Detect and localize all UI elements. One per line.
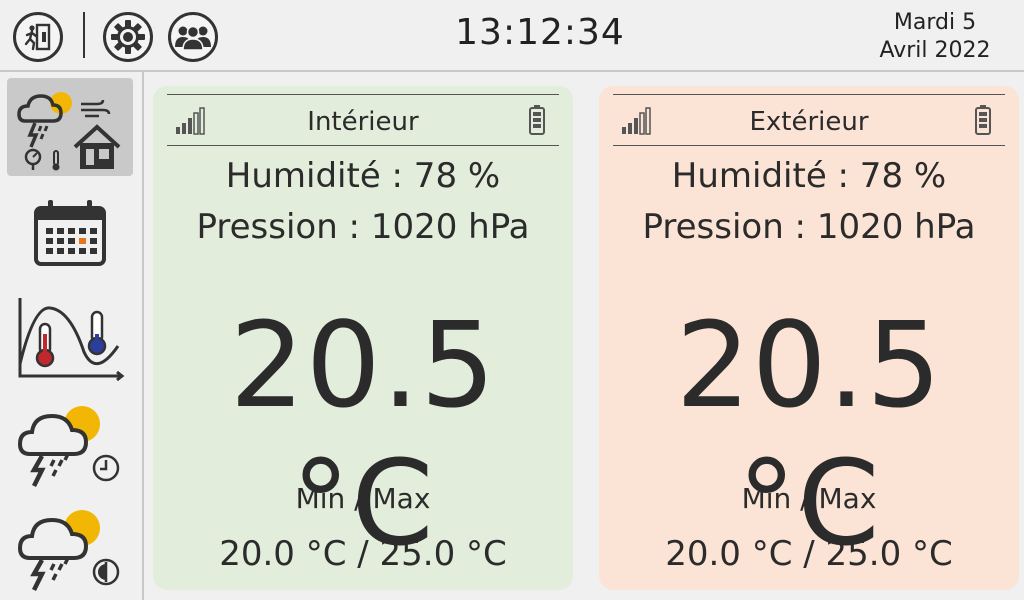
interior-card-header: Intérieur: [167, 94, 559, 146]
signal-strength-icon: [176, 107, 205, 135]
clock: 13:12:34: [455, 12, 625, 53]
sidebar-item-temperature-graph[interactable]: [7, 290, 133, 388]
calendar-icon: [34, 200, 106, 266]
storm-clock-icon: [17, 406, 120, 488]
sidebar-item-forecast-timer[interactable]: [7, 498, 133, 596]
sidebar: [0, 72, 144, 600]
weather-home-icon: [17, 92, 121, 171]
exterior-card-header: Extérieur: [613, 94, 1005, 146]
interior-minmax-value: 20.0 °C / 25.0 °C: [219, 534, 507, 574]
interior-minmax-label: Min / Max: [295, 482, 431, 515]
signal-strength-icon: [622, 107, 651, 135]
exterior-humidity: Humidité : 78 %: [671, 156, 947, 196]
interior-temperature: 20.5 °C: [229, 296, 497, 572]
users-icon[interactable]: [168, 12, 218, 62]
exterior-minmax-value: 20.0 °C / 25.0 °C: [665, 534, 953, 574]
battery-icon: [975, 105, 991, 135]
storm-timer-icon: [17, 510, 120, 592]
date-display: Mardi 5 Avril 2022: [860, 9, 1010, 65]
date-day: Mardi 5: [893, 10, 977, 35]
battery-icon: [529, 105, 545, 135]
sidebar-item-calendar[interactable]: [7, 184, 133, 282]
exterior-pressure: Pression : 1020 hPa: [642, 207, 976, 247]
interior-humidity: Humidité : 78 %: [225, 156, 501, 196]
sidebar-item-weather-home[interactable]: [7, 78, 133, 176]
top-bar: 13:12:34 Mardi 5 Avril 2022: [0, 0, 1024, 72]
exterior-card: Extérieur Humidité : 78 % Pression : 102…: [599, 86, 1019, 590]
top-separator: [83, 12, 85, 58]
interior-pressure: Pression : 1020 hPa: [196, 207, 530, 247]
date-month-year: Avril 2022: [879, 38, 991, 63]
exterior-title: Extérieur: [749, 107, 869, 137]
exterior-temperature: 20.5 °C: [675, 296, 943, 572]
interior-card: Intérieur Humidité : 78 % Pression : 102…: [153, 86, 573, 590]
gear-icon[interactable]: [103, 12, 153, 62]
exit-icon[interactable]: [13, 12, 63, 62]
interior-title: Intérieur: [307, 107, 419, 137]
temperature-curve-icon: [18, 298, 125, 382]
exterior-minmax-label: Min / Max: [741, 482, 877, 515]
sidebar-item-forecast-clock[interactable]: [7, 394, 133, 492]
